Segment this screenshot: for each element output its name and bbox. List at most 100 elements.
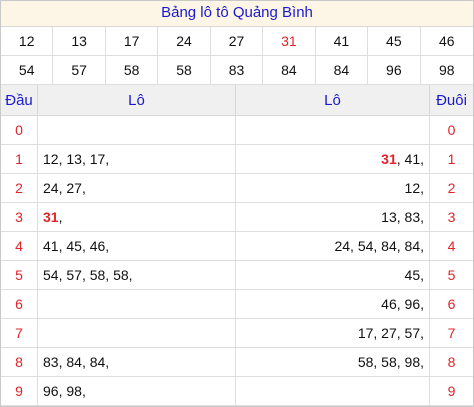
result-number: 54 — [1, 56, 54, 85]
row-lo-right: 12, — [236, 174, 430, 203]
loto-number: 45 — [404, 267, 421, 283]
result-number: 31 — [263, 27, 316, 56]
loto-number: 58 — [89, 267, 106, 283]
loto-number: 27 — [381, 325, 397, 341]
result-number: 57 — [53, 56, 106, 85]
loto-number: 54 — [357, 238, 374, 254]
loto-number: 96 — [43, 383, 59, 399]
result-number: 84 — [263, 56, 316, 85]
separator: , — [420, 325, 424, 341]
result-number: 58 — [105, 56, 159, 85]
loto-number: 13 — [66, 151, 82, 167]
loto-number: 17 — [357, 325, 374, 341]
row-lo-left: 83, 84, 84, — [38, 348, 236, 377]
board-title: Bảng lô tô Quảng Bình — [1, 1, 473, 27]
result-number: 17 — [105, 27, 159, 56]
header-lo-right: Lô — [236, 85, 430, 116]
loto-number: 98 — [404, 354, 421, 370]
row-dau-0: 0 — [1, 116, 38, 145]
loto-table: Đầu Lô Lô Đuôi 0 0 1 12, 13, 17, 31, 41, 1 2 24… — [1, 85, 473, 406]
row-duoi-0: 0 — [430, 116, 473, 145]
result-number: 96 — [368, 56, 421, 85]
separator: , — [81, 238, 90, 254]
result-numbers-grid: 12 13 17 24 27 31 41 45 46 54 57 58 58 83 84 84 96 98 — [1, 27, 473, 85]
separator: , — [350, 238, 358, 254]
loto-number: 54 — [43, 267, 59, 283]
loto-number: 84 — [404, 238, 421, 254]
separator: , — [81, 151, 90, 167]
loto-number: 31 — [381, 151, 397, 167]
separator: , — [58, 209, 63, 225]
row-lo-left: 24, 27, — [38, 174, 236, 203]
separator: , — [420, 354, 424, 370]
row-lo-right: 46, 96, — [236, 290, 430, 319]
separator: , — [58, 151, 67, 167]
row-dau-4: 4 — [1, 232, 38, 261]
loto-number: 84 — [89, 354, 106, 370]
row-lo-right — [236, 116, 430, 145]
row-lo-right: 24, 54, 84, 84, — [236, 232, 430, 261]
separator: , — [105, 354, 110, 370]
separator: , — [420, 296, 424, 312]
row-dau-6: 6 — [1, 290, 38, 319]
result-number: 84 — [315, 56, 369, 85]
loto-number: 24 — [334, 238, 351, 254]
separator: , — [58, 383, 67, 399]
row-lo-right: 13, 83, — [236, 203, 430, 232]
row-duoi-2: 2 — [430, 174, 473, 203]
loto-number: 98 — [66, 383, 82, 399]
separator: , — [396, 296, 405, 312]
result-number: 46 — [420, 27, 473, 56]
result-number: 27 — [210, 27, 264, 56]
loto-number: 24 — [43, 180, 59, 196]
loto-number: 58 — [357, 354, 374, 370]
separator: , — [58, 238, 67, 254]
row-dau-9: 9 — [1, 377, 38, 406]
row-lo-left: 31, — [38, 203, 236, 232]
row-lo-right: 17, 27, 57, — [236, 319, 430, 348]
separator: , — [396, 238, 405, 254]
separator: , — [373, 238, 382, 254]
row-lo-left — [38, 290, 236, 319]
header-duoi: Đuôi — [430, 85, 473, 116]
loto-number: 57 — [66, 267, 82, 283]
result-number: 83 — [210, 56, 264, 85]
separator: , — [420, 209, 424, 225]
row-duoi-3: 3 — [430, 203, 473, 232]
row-dau-2: 2 — [1, 174, 38, 203]
row-duoi-1: 1 — [430, 145, 473, 174]
header-dau: Đầu — [1, 85, 38, 116]
loto-number: 17 — [89, 151, 106, 167]
loto-number: 84 — [66, 354, 82, 370]
loto-number: 12 — [43, 151, 59, 167]
row-duoi-8: 8 — [430, 348, 473, 377]
row-lo-left: 96, 98, — [38, 377, 236, 406]
loto-number: 41 — [404, 151, 421, 167]
result-number: 98 — [420, 56, 473, 85]
result-number: 58 — [158, 56, 211, 85]
loto-number: 84 — [381, 238, 397, 254]
separator: , — [396, 325, 405, 341]
row-lo-left: 54, 57, 58, 58, — [38, 261, 236, 290]
separator: , — [58, 267, 67, 283]
row-lo-right — [236, 377, 430, 406]
loto-number: 41 — [43, 238, 59, 254]
row-duoi-4: 4 — [430, 232, 473, 261]
row-duoi-7: 7 — [430, 319, 473, 348]
row-duoi-9: 9 — [430, 377, 473, 406]
separator: , — [81, 383, 86, 399]
separator: , — [420, 180, 424, 196]
loto-number: 27 — [66, 180, 82, 196]
separator: , — [396, 354, 405, 370]
loto-number: 31 — [43, 209, 59, 225]
separator: , — [373, 354, 382, 370]
loto-number: 12 — [404, 180, 421, 196]
row-dau-8: 8 — [1, 348, 38, 377]
separator: , — [81, 354, 90, 370]
loto-number: 57 — [404, 325, 421, 341]
separator: , — [420, 151, 424, 167]
result-number: 45 — [368, 27, 421, 56]
separator: , — [396, 151, 405, 167]
row-dau-5: 5 — [1, 261, 38, 290]
loto-number: 58 — [113, 267, 129, 283]
